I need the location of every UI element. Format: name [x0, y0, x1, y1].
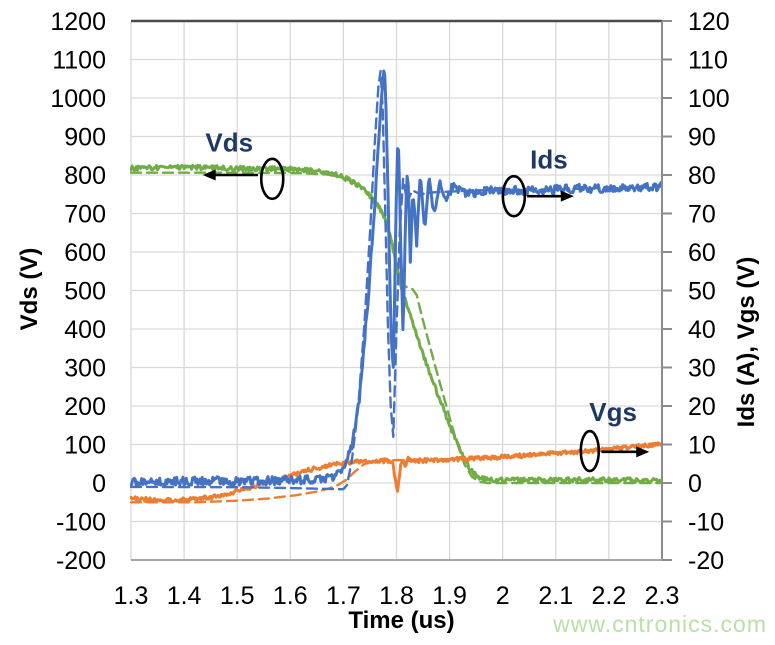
y-left-tick-label: 1000 — [50, 85, 106, 113]
watermark: www.cntronics.com — [553, 611, 767, 637]
x-axis-title: Time (us) — [348, 607, 455, 634]
y-axis-right-title: Ids (A), Vgs (V) — [733, 256, 760, 428]
y-right-tick-label: 120 — [688, 8, 730, 36]
x-tick-label: 1.3 — [114, 582, 149, 610]
y-right-tick-label: 0 — [688, 470, 702, 498]
x-tick-label: 1.9 — [432, 582, 467, 610]
x-tick-label: 1.6 — [273, 582, 308, 610]
annotations: Vds Ids Vgs — [202, 127, 650, 473]
y-left-tick-label: 1200 — [50, 8, 106, 36]
y-right-tick-label: 30 — [688, 355, 716, 383]
x-tick-label: 1.5 — [220, 582, 255, 610]
series-vgs-solid — [130, 442, 663, 504]
y-left-tick-label: 1100 — [52, 47, 106, 75]
callout-ellipse-ids — [501, 174, 527, 218]
series-label-ids: Ids — [530, 145, 568, 175]
y-right-tick-label: -20 — [688, 547, 724, 575]
series-curves — [130, 69, 663, 504]
y-left-tick-label: -100 — [56, 509, 106, 537]
y-left-tick-label: 600 — [64, 239, 106, 267]
y-right-tick-label: 80 — [688, 162, 716, 190]
callout-ellipse-vgs — [579, 429, 601, 473]
y-right-tick-label: 90 — [688, 124, 716, 152]
series-ids-dashed — [130, 69, 663, 491]
y-right-tick-label: 50 — [688, 278, 716, 306]
x-tick-label: 2.3 — [645, 582, 680, 610]
x-tick-label: 1.4 — [167, 582, 202, 610]
x-tick-label: 1.7 — [326, 582, 361, 610]
y-left-tick-label: 500 — [64, 278, 106, 306]
y-left-tick-label: 800 — [64, 162, 106, 190]
y-left-tick-label: 300 — [64, 355, 106, 383]
y-left-tick-label: 700 — [64, 201, 106, 229]
y-left-tick-label: 200 — [64, 393, 106, 421]
y-right-tick-label: 60 — [688, 239, 716, 267]
y-left-tick-label: 900 — [64, 124, 106, 152]
tick-labels: 1200110010009008007006005004003002001000… — [50, 8, 729, 610]
y-left-tick-label: -200 — [56, 547, 106, 575]
y-right-tick-label: 70 — [688, 201, 716, 229]
callout-arrowhead-vgs — [636, 446, 650, 458]
y-right-tick-label: 20 — [688, 393, 716, 421]
y-right-tick-label: 40 — [688, 316, 716, 344]
y-right-tick-label: 100 — [688, 85, 730, 113]
series-ids-solid — [130, 69, 663, 488]
series-label-vgs: Vgs — [589, 397, 637, 427]
y-right-tick-label: -10 — [688, 509, 724, 537]
x-tick-label: 2 — [496, 582, 510, 610]
y-left-tick-label: 0 — [92, 470, 106, 498]
series-label-vds: Vds — [205, 127, 253, 157]
x-tick-label: 2.1 — [538, 582, 573, 610]
callout-ellipse-vds — [259, 157, 285, 201]
x-tick-label: 2.2 — [592, 582, 627, 610]
x-tick-label: 1.8 — [379, 582, 414, 610]
y-axis-left-title: Vds (V) — [16, 247, 43, 331]
y-left-tick-label: 400 — [64, 316, 106, 344]
axes — [131, 19, 672, 561]
callout-arrowhead-vds — [202, 169, 216, 181]
y-right-tick-label: 110 — [688, 47, 728, 75]
y-left-tick-label: 100 — [64, 432, 106, 460]
y-right-tick-label: 10 — [688, 432, 716, 460]
callout-arrowhead-ids — [560, 190, 574, 202]
